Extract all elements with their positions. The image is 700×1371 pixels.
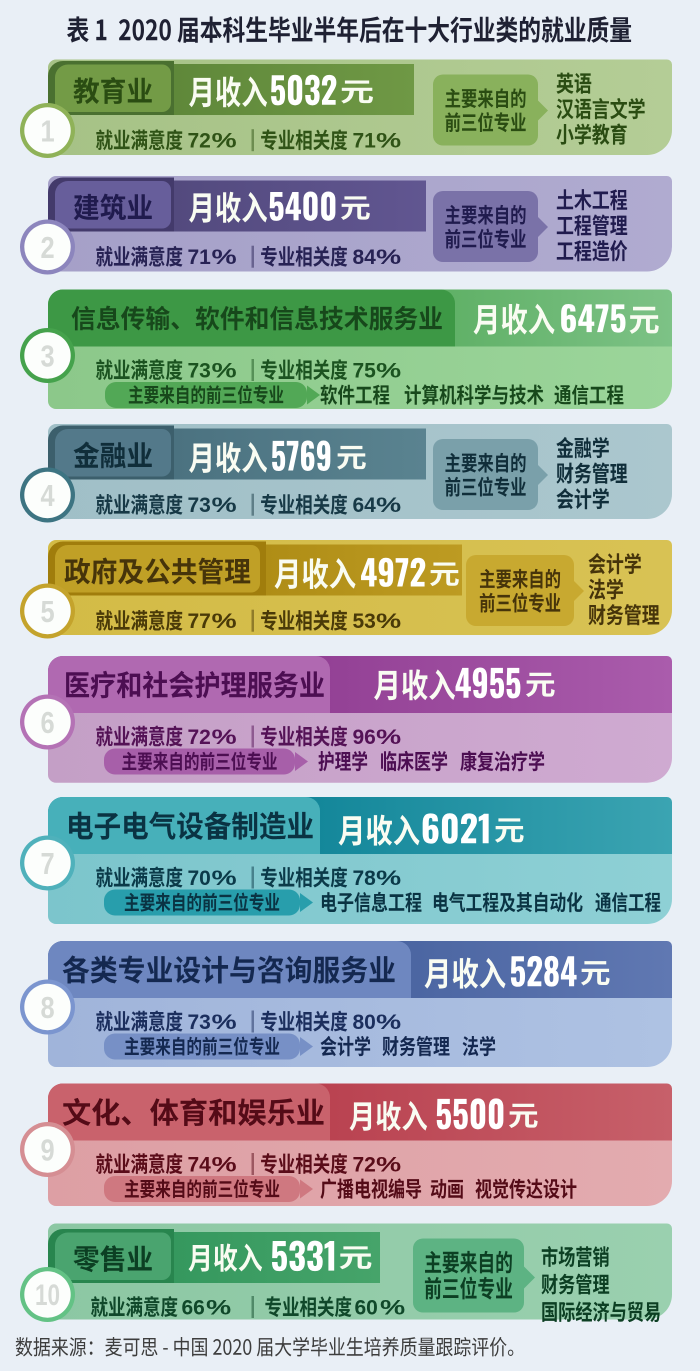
svg-text:75: 75	[353, 360, 377, 383]
svg-text:4: 4	[40, 479, 54, 514]
svg-text:%: %	[212, 1010, 237, 1034]
svg-text:74: 74	[188, 1154, 212, 1177]
svg-text:%: %	[206, 1296, 231, 1320]
svg-text:10: 10	[35, 1278, 60, 1312]
svg-text:73: 73	[188, 494, 211, 517]
svg-text:70: 70	[188, 867, 211, 890]
svg-text:9: 9	[40, 1133, 54, 1168]
svg-text:84: 84	[353, 246, 377, 269]
svg-text:%: %	[376, 246, 401, 270]
svg-text:%: %	[376, 129, 401, 153]
svg-text:%: %	[212, 866, 237, 890]
svg-text:60: 60	[355, 1297, 378, 1320]
svg-text:%: %	[376, 1153, 401, 1177]
svg-text:%: %	[212, 725, 237, 749]
svg-text:%: %	[212, 1153, 237, 1177]
svg-text:%: %	[376, 866, 401, 890]
svg-text:%: %	[212, 359, 237, 383]
svg-text:1: 1	[40, 114, 54, 149]
svg-text:73: 73	[188, 1011, 211, 1034]
svg-text:%: %	[212, 610, 237, 634]
svg-text:3: 3	[40, 339, 54, 374]
svg-text:66: 66	[182, 1297, 205, 1320]
svg-text:%: %	[212, 129, 237, 153]
svg-text:6: 6	[40, 706, 54, 741]
svg-text:5: 5	[40, 595, 54, 630]
svg-text:%: %	[212, 494, 237, 518]
svg-text:8: 8	[40, 991, 54, 1026]
svg-text:%: %	[212, 246, 237, 270]
svg-text:77: 77	[188, 610, 211, 633]
svg-text:%: %	[380, 1296, 405, 1320]
svg-text:%: %	[376, 359, 401, 383]
svg-text:72: 72	[353, 1154, 376, 1177]
svg-text:78: 78	[353, 867, 377, 890]
svg-text:%: %	[376, 610, 401, 634]
svg-text:7: 7	[40, 847, 54, 882]
svg-text:72: 72	[188, 726, 211, 749]
svg-text:2: 2	[40, 231, 54, 266]
svg-text:%: %	[376, 725, 401, 749]
svg-text:80: 80	[353, 1011, 376, 1034]
svg-text:%: %	[376, 1010, 401, 1034]
svg-text:64: 64	[353, 494, 377, 517]
svg-text:71: 71	[353, 130, 377, 153]
svg-text:71: 71	[188, 246, 212, 269]
svg-text:73: 73	[188, 360, 211, 383]
svg-text:%: %	[376, 494, 401, 518]
svg-text:53: 53	[353, 610, 376, 633]
svg-text:72: 72	[188, 130, 211, 153]
svg-text:96: 96	[353, 726, 376, 749]
